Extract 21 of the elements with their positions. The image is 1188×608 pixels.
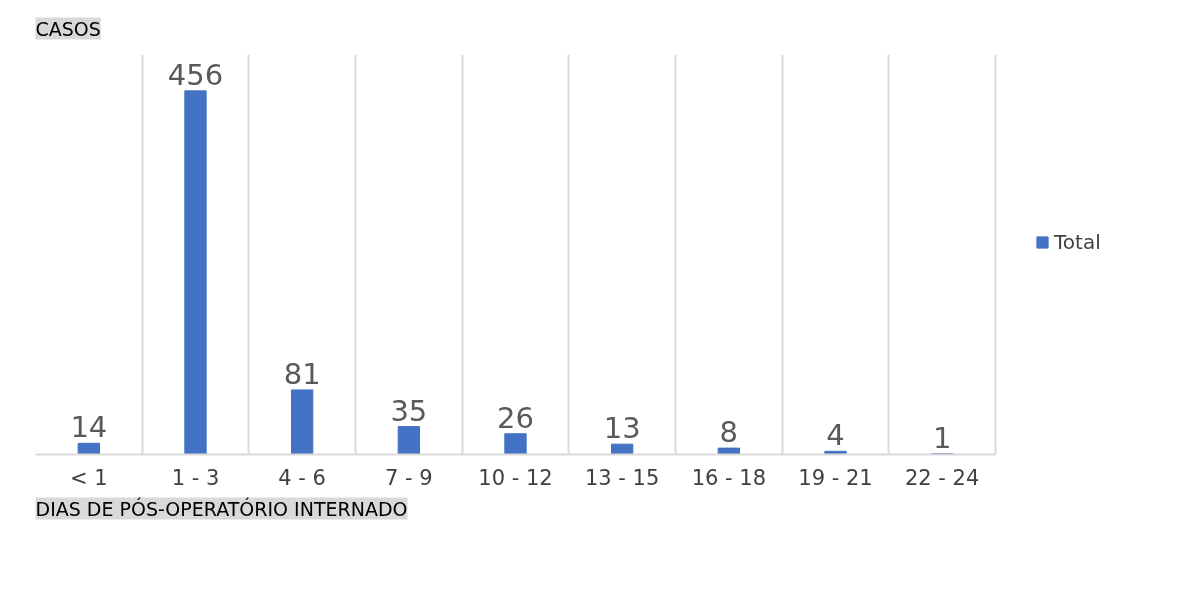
data-label: 81 (283, 356, 321, 391)
data-label: 13 (603, 411, 641, 446)
data-label: 4 (826, 418, 845, 453)
x-tick-label: 13 - 15 (584, 465, 660, 490)
data-label: 26 (497, 400, 534, 435)
x-tick-label: 4 - 6 (278, 465, 326, 490)
x-tick-label: 10 - 12 (478, 465, 553, 490)
data-label: 1 (932, 420, 952, 455)
x-tick-label: 7 - 9 (385, 465, 433, 490)
x-axis-title: DIAS DE PÓS-OPERATÓRIO INTERNADO (35, 496, 408, 520)
x-tick-label: < 1 (70, 465, 108, 490)
data-label: 14 (70, 410, 108, 445)
data-label: 35 (390, 393, 428, 428)
x-tick-label: 22 - 24 (904, 465, 980, 490)
y-axis-title: CASOS (35, 17, 101, 40)
legend-label: Total (1054, 230, 1101, 254)
data-label: 8 (719, 415, 739, 450)
x-tick-label: 16 - 18 (691, 465, 767, 490)
x-tick-label: 1 - 3 (171, 465, 220, 490)
data-label: 456 (167, 57, 224, 92)
x-tick-label: 19 - 21 (798, 465, 873, 490)
